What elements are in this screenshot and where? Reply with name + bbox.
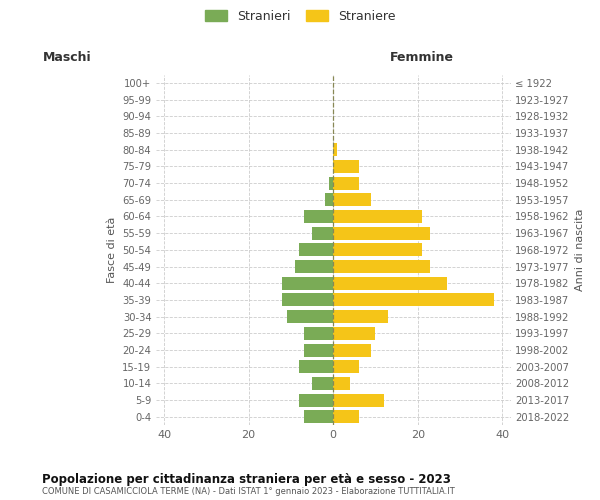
Bar <box>295 260 333 273</box>
Bar <box>333 310 388 323</box>
Bar <box>333 260 430 273</box>
Bar <box>325 193 333 206</box>
Text: Femmine: Femmine <box>390 51 454 64</box>
Bar <box>333 276 448 289</box>
Text: COMUNE DI CASAMICCIOLA TERME (NA) - Dati ISTAT 1° gennaio 2023 - Elaborazione TU: COMUNE DI CASAMICCIOLA TERME (NA) - Dati… <box>42 488 455 496</box>
Bar <box>333 394 384 406</box>
Bar <box>333 143 337 156</box>
Bar <box>304 344 333 356</box>
Legend: Stranieri, Straniere: Stranieri, Straniere <box>201 6 399 26</box>
Bar <box>333 176 359 190</box>
Text: Popolazione per cittadinanza straniera per età e sesso - 2023: Popolazione per cittadinanza straniera p… <box>42 472 451 486</box>
Bar <box>333 360 359 373</box>
Bar <box>304 210 333 223</box>
Y-axis label: Anni di nascita: Anni di nascita <box>575 208 585 291</box>
Bar <box>299 394 333 406</box>
Bar <box>287 310 333 323</box>
Y-axis label: Fasce di età: Fasce di età <box>107 216 117 283</box>
Bar <box>333 410 359 424</box>
Bar <box>333 377 350 390</box>
Bar <box>299 360 333 373</box>
Bar <box>333 327 376 340</box>
Bar <box>312 377 333 390</box>
Bar <box>283 294 333 306</box>
Bar <box>333 226 430 239</box>
Text: Maschi: Maschi <box>43 51 91 64</box>
Bar <box>283 276 333 289</box>
Bar <box>304 327 333 340</box>
Bar <box>304 410 333 424</box>
Bar <box>333 193 371 206</box>
Bar <box>312 226 333 239</box>
Bar <box>329 176 333 190</box>
Bar <box>299 244 333 256</box>
Bar <box>333 294 494 306</box>
Bar <box>333 210 422 223</box>
Bar <box>333 344 371 356</box>
Bar <box>333 160 359 173</box>
Bar <box>333 244 422 256</box>
